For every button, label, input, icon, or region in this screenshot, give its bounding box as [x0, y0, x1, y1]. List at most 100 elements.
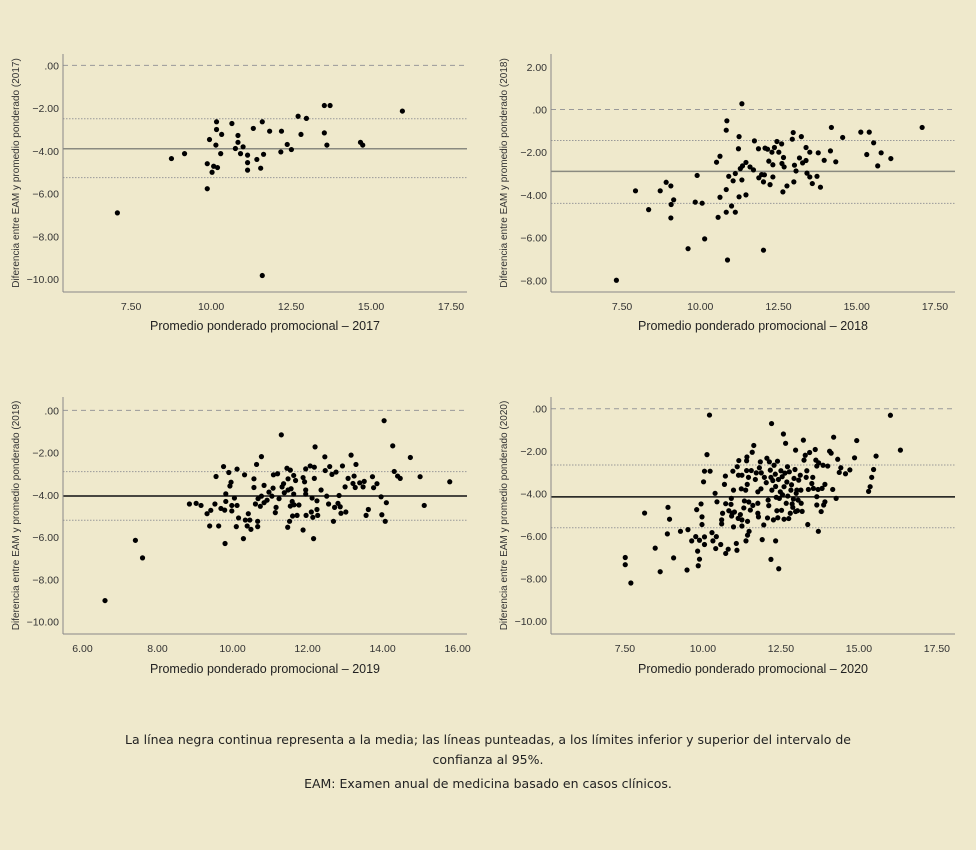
data-point — [370, 485, 377, 491]
data-point — [810, 485, 816, 491]
data-point — [712, 490, 718, 496]
data-point — [327, 102, 333, 109]
data-point — [800, 437, 806, 443]
data-point — [694, 507, 700, 513]
data-point — [321, 102, 327, 109]
data-point — [219, 131, 225, 138]
data-point — [696, 556, 703, 562]
data-point — [309, 495, 315, 501]
data-point — [622, 554, 628, 561]
data-point — [864, 151, 870, 158]
data-point — [294, 512, 300, 518]
data-point — [835, 456, 841, 462]
data-point — [168, 155, 175, 162]
data-point — [222, 507, 228, 513]
data-point — [303, 115, 310, 121]
y-tick-label: −2.00 — [32, 448, 59, 460]
data-point — [838, 465, 844, 471]
data-point — [312, 444, 318, 450]
data-point — [308, 509, 314, 515]
data-point — [798, 487, 804, 493]
data-point — [204, 186, 210, 192]
data-point — [278, 149, 284, 155]
y-tick-label: −10.00 — [27, 274, 60, 286]
data-point — [255, 518, 261, 524]
data-point — [289, 513, 296, 519]
data-point — [259, 119, 265, 125]
data-point — [399, 108, 405, 114]
data-point — [324, 493, 330, 499]
data-point — [771, 144, 778, 151]
data-point — [213, 119, 220, 125]
data-point — [231, 495, 238, 501]
data-point — [273, 504, 279, 510]
data-point — [278, 128, 285, 134]
data-point — [749, 449, 755, 455]
data-point — [338, 510, 344, 516]
data-point — [728, 203, 735, 209]
data-point — [776, 495, 782, 501]
data-point — [781, 516, 787, 522]
x-tick-label: 7.50 — [615, 643, 636, 655]
y-tick-label: −4.00 — [32, 146, 59, 158]
data-point — [641, 510, 648, 516]
data-point — [761, 172, 768, 178]
x-tick-label: 16.00 — [444, 643, 470, 655]
y-tick-label: .00 — [44, 60, 59, 72]
data-point — [828, 450, 834, 456]
data-point — [790, 129, 796, 136]
data-point — [752, 476, 758, 483]
data-point — [226, 469, 232, 476]
data-point — [382, 518, 388, 524]
data-point — [327, 463, 333, 470]
data-point — [685, 246, 691, 252]
data-point — [780, 431, 787, 437]
data-point — [357, 480, 363, 486]
data-point — [799, 508, 805, 514]
data-point — [717, 194, 723, 200]
data-point — [758, 486, 764, 492]
data-point — [270, 485, 276, 491]
data-point — [750, 502, 756, 509]
data-point — [365, 506, 371, 513]
data-point — [804, 468, 810, 474]
x-tick-label: 12.50 — [768, 643, 794, 655]
data-point — [791, 162, 798, 168]
data-point — [207, 523, 213, 529]
data-point — [699, 514, 705, 520]
x-tick-label: 10.00 — [687, 301, 713, 313]
data-point — [818, 508, 824, 515]
data-point — [695, 563, 701, 569]
data-point — [809, 180, 815, 187]
y-tick-label: −6.00 — [520, 233, 547, 245]
data-point — [822, 499, 828, 505]
data-point — [735, 146, 742, 152]
data-point — [699, 200, 705, 206]
data-point — [322, 454, 328, 460]
data-point — [314, 498, 320, 504]
data-point — [784, 479, 790, 485]
y-tick-label: −4.00 — [520, 489, 547, 501]
data-point — [719, 510, 726, 516]
data-point — [663, 179, 669, 185]
data-point — [765, 497, 771, 503]
data-point — [816, 460, 822, 466]
data-point — [374, 481, 380, 487]
data-point — [139, 555, 146, 561]
data-point — [803, 157, 809, 164]
data-point — [807, 149, 813, 155]
data-point — [291, 502, 297, 508]
data-point — [739, 163, 746, 169]
data-point — [820, 462, 826, 468]
data-point — [812, 446, 818, 453]
data-point — [307, 463, 313, 469]
data-point — [807, 174, 813, 180]
scatter-panel-2020: .00 −2.00 −4.00 −6.00 −8.00 −10.00 7.50 10.00 12… — [499, 397, 955, 676]
data-point — [774, 508, 780, 514]
data-point — [733, 540, 739, 547]
data-point — [632, 188, 639, 194]
data-point — [755, 500, 761, 506]
data-point — [318, 487, 324, 493]
data-point — [828, 124, 834, 131]
